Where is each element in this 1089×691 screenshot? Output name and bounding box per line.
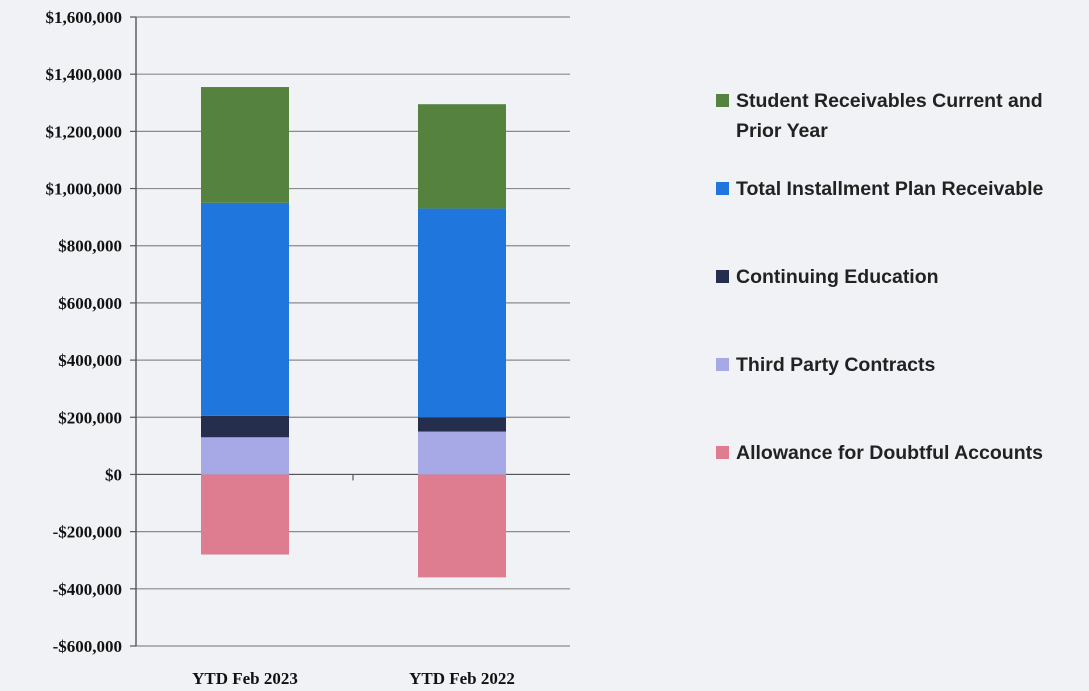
y-tick-label: $1,000,000 — [46, 180, 123, 199]
bar-segment-student-receivables-current-and-prior-year — [418, 104, 506, 209]
legend-item: Student Receivables Current and Prior Ye… — [716, 86, 1086, 146]
y-tick-label: $1,400,000 — [46, 65, 123, 84]
y-tick-label: $0 — [105, 465, 122, 484]
legend-label: Allowance for Doubtful Accounts — [736, 442, 1043, 464]
bar-segment-continuing-education — [418, 417, 506, 432]
bar-segment-third-party-contracts — [201, 437, 289, 475]
x-tick-label: YTD Feb 2022 — [409, 669, 515, 688]
bar-segment-continuing-education — [201, 415, 289, 438]
legend-swatch — [716, 94, 729, 107]
bar-segment-total-installment-plan-receivable — [418, 208, 506, 418]
legend-item: Allowance for Doubtful Accounts — [716, 438, 1086, 468]
y-tick-label: -$600,000 — [53, 637, 122, 656]
x-tick-label: YTD Feb 2023 — [192, 669, 298, 688]
y-tick-label: $1,600,000 — [46, 8, 123, 27]
bar-segment-allowance-for-doubtful-accounts — [201, 474, 289, 555]
bar-segment-student-receivables-current-and-prior-year — [201, 87, 289, 203]
legend-item: Continuing Education — [716, 262, 1086, 292]
legend-item: Third Party Contracts — [716, 350, 1086, 380]
y-tick-label: $600,000 — [58, 294, 122, 313]
legend-item: Total Installment Plan Receivable — [716, 174, 1086, 204]
y-tick-label: $1,200,000 — [46, 122, 123, 141]
y-tick-label: $200,000 — [58, 408, 122, 427]
legend-label: Student Receivables Current and Prior Ye… — [736, 90, 1043, 142]
legend-swatch — [716, 182, 729, 195]
bar-segment-third-party-contracts — [418, 431, 506, 475]
legend-label: Continuing Education — [736, 266, 939, 288]
y-tick-label: $800,000 — [58, 237, 122, 256]
bar-segment-allowance-for-doubtful-accounts — [418, 474, 506, 578]
legend-label: Total Installment Plan Receivable — [736, 178, 1044, 200]
legend-swatch — [716, 270, 729, 283]
y-tick-label: -$200,000 — [53, 523, 122, 542]
y-tick-label: $400,000 — [58, 351, 122, 370]
y-tick-label: -$400,000 — [53, 580, 122, 599]
legend-swatch — [716, 446, 729, 459]
bar-segment-total-installment-plan-receivable — [201, 202, 289, 416]
legend-swatch — [716, 358, 729, 371]
legend-label: Third Party Contracts — [736, 354, 936, 376]
